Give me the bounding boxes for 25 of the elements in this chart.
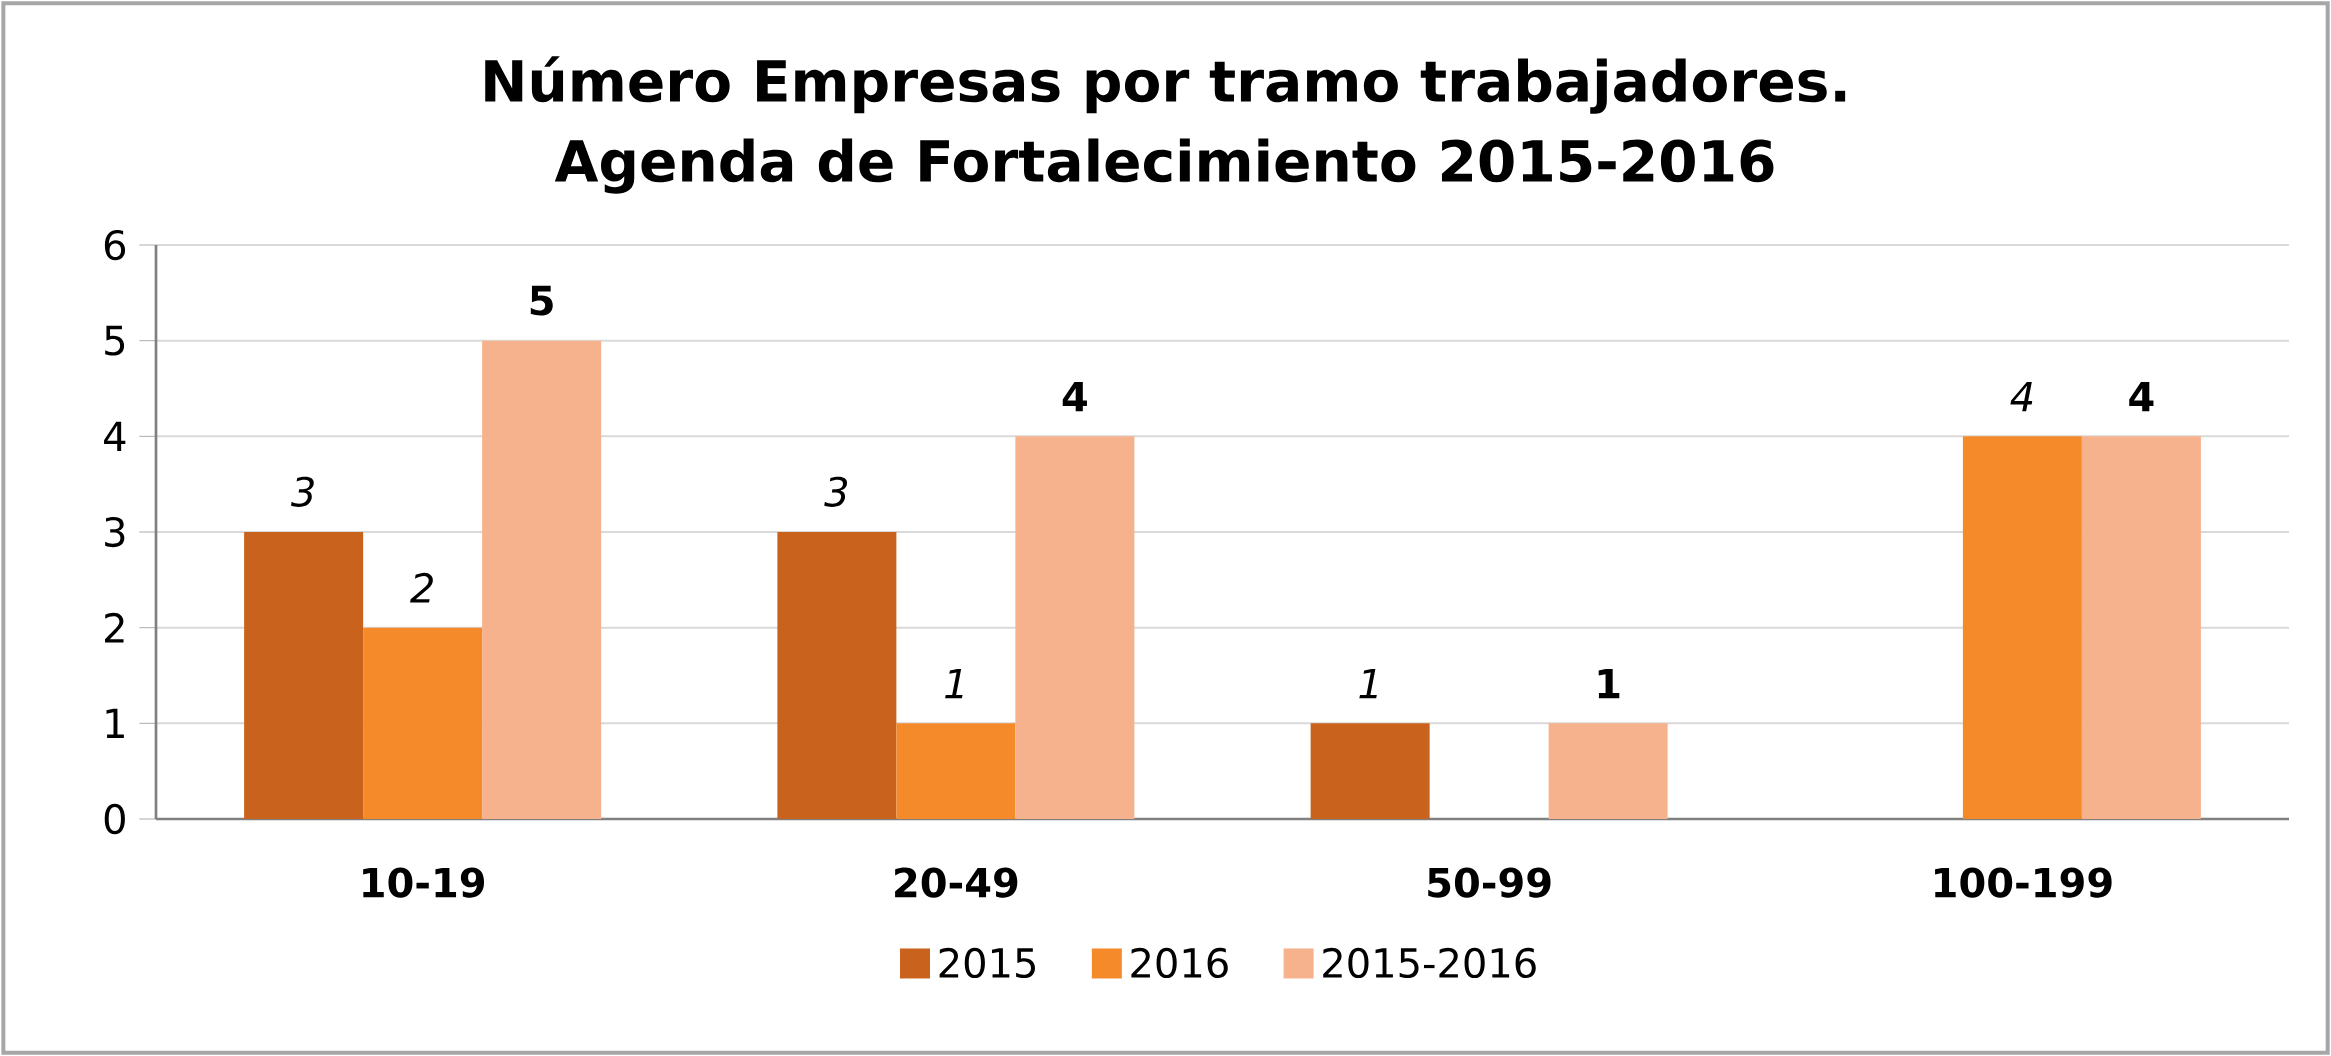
chart-title: Número Empresas por tramo trabajadores. Agenda de Fortalecimiento 2015-2016 [485, 56, 1846, 194]
y-tick-label: 4 [104, 421, 126, 451]
x-tick-label: 20-49 [895, 867, 1018, 898]
data-label: 1 [945, 669, 963, 699]
y-tick-label: 5 [105, 325, 125, 356]
legend-label: 2015 [939, 947, 1035, 979]
y-tick-label: 6 [104, 229, 126, 261]
data-label: 4 [2010, 382, 2033, 412]
y-tick-label: 1 [106, 708, 124, 738]
y-tick-label: 0 [104, 803, 125, 835]
data-label: 1 [1598, 669, 1620, 699]
y-tick-label: 3 [105, 516, 125, 548]
legend-label: 2015-2016 [1323, 947, 1536, 979]
x-tick-label: 10-19 [363, 867, 485, 898]
data-label: 3 [290, 476, 314, 507]
data-label: 1 [1359, 669, 1377, 699]
x-tick-label: 100-199 [1935, 867, 2112, 898]
data-label: 3 [824, 476, 847, 507]
y-tick-label: 2 [105, 612, 124, 643]
data-label: 4 [1062, 382, 1087, 412]
data-label: 2 [410, 572, 433, 603]
data-label: 4 [2129, 382, 2154, 412]
x-tick-label: 50-99 [1428, 867, 1551, 898]
data-label: 5 [530, 285, 553, 316]
legend-label: 2016 [1131, 947, 1228, 979]
